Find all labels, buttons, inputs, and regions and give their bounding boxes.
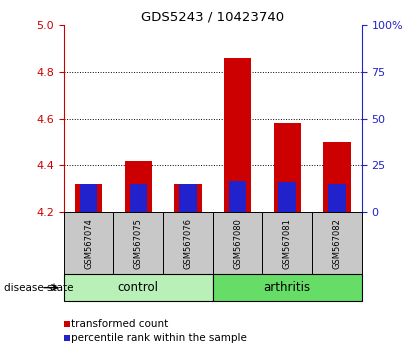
Bar	[328, 184, 346, 212]
Title: GDS5243 / 10423740: GDS5243 / 10423740	[141, 11, 284, 24]
Bar	[75, 184, 102, 212]
Text: disease state: disease state	[4, 282, 74, 293]
Bar	[129, 184, 147, 212]
Bar	[80, 184, 97, 212]
Bar	[279, 182, 296, 212]
Bar	[213, 212, 262, 274]
Text: control: control	[118, 281, 159, 294]
Text: transformed count: transformed count	[71, 319, 169, 329]
Text: arthritis: arthritis	[263, 281, 311, 294]
Text: GSM567081: GSM567081	[283, 218, 292, 269]
Bar	[262, 212, 312, 274]
Bar	[274, 123, 301, 212]
Bar	[312, 212, 362, 274]
Bar	[64, 212, 113, 274]
Text: percentile rank within the sample: percentile rank within the sample	[71, 333, 247, 343]
Bar	[174, 184, 201, 212]
Text: GSM567074: GSM567074	[84, 218, 93, 269]
Text: GSM567082: GSM567082	[332, 218, 342, 269]
Text: GSM567076: GSM567076	[183, 218, 192, 269]
Bar	[323, 142, 351, 212]
Bar	[64, 274, 213, 301]
Bar	[113, 212, 163, 274]
Text: GSM567075: GSM567075	[134, 218, 143, 269]
Bar	[229, 181, 246, 212]
Bar	[163, 212, 213, 274]
Bar	[213, 274, 362, 301]
Bar	[179, 184, 196, 212]
Text: GSM567080: GSM567080	[233, 218, 242, 269]
Bar	[224, 58, 251, 212]
Bar	[125, 161, 152, 212]
